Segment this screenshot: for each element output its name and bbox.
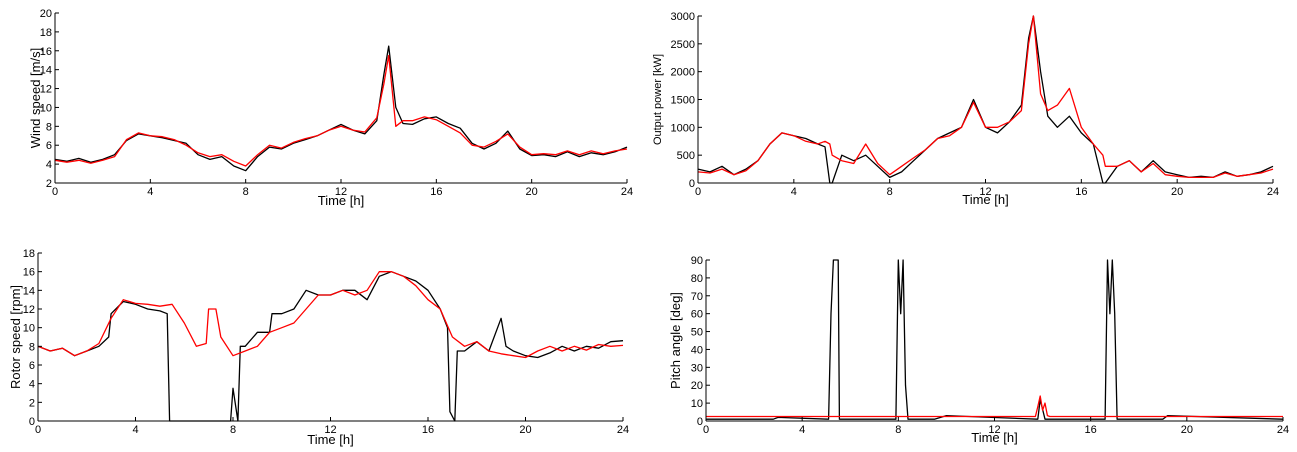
- y-tick-label: 12: [40, 84, 52, 96]
- y-tick-label: 20: [40, 8, 52, 20]
- y-axis-label: Output power [kW]: [652, 54, 664, 145]
- x-tick-label: 0: [52, 186, 58, 198]
- series-black-line: [37, 271, 624, 422]
- y-tick-label: 2000: [671, 67, 695, 79]
- x-tick-label: 24: [1267, 186, 1279, 198]
- x-tick-label: 8: [895, 424, 901, 436]
- y-tick-label: 60: [691, 309, 703, 321]
- y-tick-label: 16: [23, 267, 35, 279]
- y-tick-label: 4: [46, 159, 52, 171]
- x-tick-label: 24: [1277, 424, 1289, 436]
- y-tick-label: 10: [40, 102, 52, 114]
- series-black-line: [54, 45, 628, 172]
- y-tick-label: 8: [46, 121, 52, 133]
- x-tick-label: 8: [230, 424, 236, 436]
- y-tick-label: 80: [691, 273, 703, 285]
- y-tick-label: 8: [29, 341, 35, 353]
- x-tick-label: 12: [335, 186, 347, 198]
- y-tick-label: 2: [46, 178, 52, 190]
- x-tick-label: 24: [621, 186, 633, 198]
- y-tick-label: 14: [23, 285, 35, 297]
- x-axis-label: Time [h]: [971, 430, 1017, 445]
- y-tick-label: 40: [691, 344, 703, 356]
- x-tick-label: 16: [1085, 424, 1097, 436]
- x-tick-label: 8: [243, 186, 249, 198]
- y-tick-label: 0: [697, 416, 703, 428]
- y-tick-label: 0: [689, 178, 695, 190]
- y-tick-label: 90: [691, 255, 703, 267]
- x-axis-label: Time [h]: [307, 432, 353, 447]
- panel-output-power: 0 4 8 12 16 20 24 0 500 1000 1500 2000 2500 3000 Time …: [652, 11, 1279, 207]
- y-tick-label: 500: [677, 150, 695, 162]
- series-red-line: [54, 54, 628, 167]
- x-tick-label: 0: [695, 186, 701, 198]
- x-tick-label: 4: [799, 424, 805, 436]
- x-tick-label: 4: [147, 186, 153, 198]
- y-tick-label: 3000: [671, 11, 695, 23]
- series-black-line: [706, 259, 1284, 420]
- x-tick-label: 0: [35, 424, 41, 436]
- x-tick-label: 12: [979, 186, 991, 198]
- y-tick-label: 6: [46, 140, 52, 152]
- y-tick-label: 16: [40, 46, 52, 58]
- y-tick-label: 1500: [671, 95, 695, 107]
- y-tick-label: 2500: [671, 39, 695, 51]
- x-axis-label: Time [h]: [318, 193, 364, 208]
- y-axis-label: Rotor speed [rpm]: [8, 285, 23, 389]
- y-tick-label: 70: [691, 291, 703, 303]
- x-tick-label: 20: [519, 424, 531, 436]
- y-tick-label: 1000: [671, 122, 695, 134]
- x-tick-label: 20: [1171, 186, 1183, 198]
- x-tick-label: 16: [430, 186, 442, 198]
- x-tick-label: 12: [324, 424, 336, 436]
- y-tick-label: 50: [691, 327, 703, 339]
- x-tick-label: 16: [422, 424, 434, 436]
- y-tick-label: 18: [23, 248, 35, 260]
- series-red-line: [706, 395, 1283, 418]
- y-tick-label: 10: [23, 323, 35, 335]
- y-axis-label: Pitch angle [deg]: [668, 292, 683, 389]
- x-tick-label: 24: [617, 424, 629, 436]
- panel-pitch-angle: 0 4 8 12 16 20 24 0 10 20 30 40 50 60 70 80 90 Time [h] Pi…: [668, 255, 1289, 445]
- x-tick-label: 8: [887, 186, 893, 198]
- x-tick-label: 12: [988, 424, 1000, 436]
- x-tick-label: 0: [703, 424, 709, 436]
- x-axis-label: Time [h]: [962, 192, 1008, 207]
- x-tick-label: 4: [132, 424, 138, 436]
- y-tick-label: 10: [691, 398, 703, 410]
- x-tick-label: 20: [526, 186, 538, 198]
- y-tick-label: 12: [23, 304, 35, 316]
- y-tick-label: 20: [691, 380, 703, 392]
- y-axis-label: Wind speed [m/s]: [28, 48, 43, 148]
- y-tick-label: 2: [29, 397, 35, 409]
- x-tick-label: 16: [1075, 186, 1087, 198]
- y-tick-label: 30: [691, 362, 703, 374]
- series-red-line: [697, 15, 1274, 179]
- series-black-line: [697, 15, 1274, 184]
- y-tick-label: 0: [29, 416, 35, 428]
- y-tick-label: 14: [40, 65, 52, 77]
- y-tick-label: 4: [29, 379, 35, 391]
- x-tick-label: 20: [1181, 424, 1193, 436]
- x-tick-label: 4: [791, 186, 797, 198]
- y-tick-label: 18: [40, 27, 52, 39]
- y-tick-label: 6: [29, 360, 35, 372]
- series-red-line: [37, 271, 624, 359]
